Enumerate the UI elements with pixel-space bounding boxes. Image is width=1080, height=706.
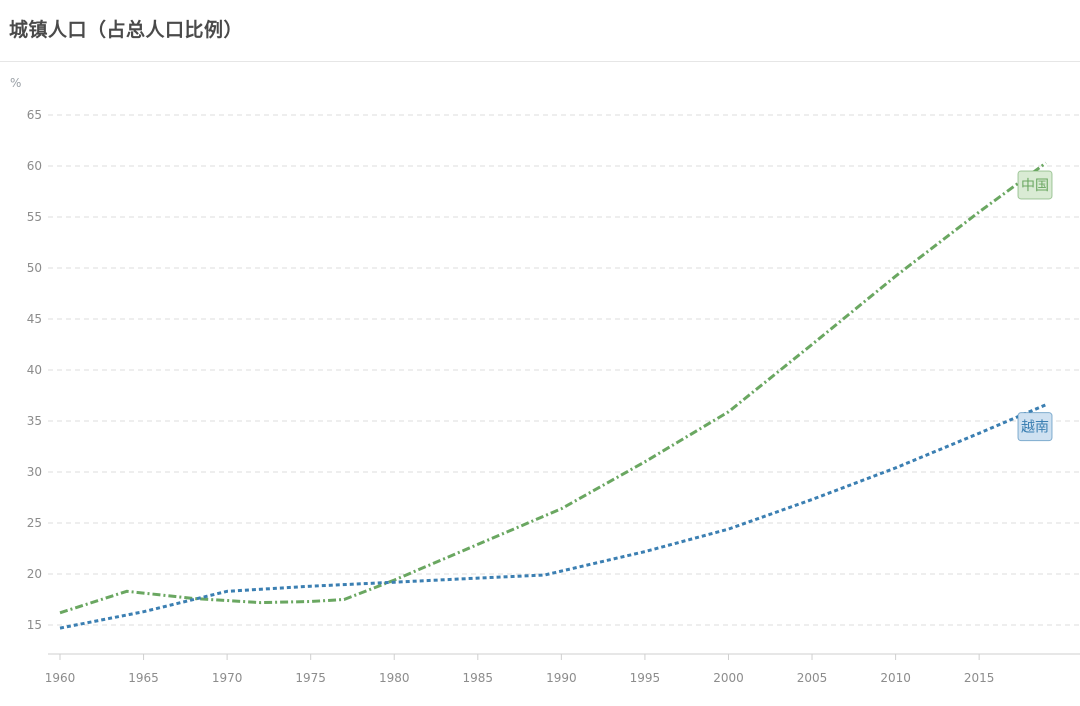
series-label-0: 中国: [1017, 170, 1053, 200]
chart-header: 城镇人口（占总人口比例）: [0, 0, 1080, 62]
y-tick-label: 20: [27, 567, 42, 581]
y-tick-label: 60: [27, 159, 42, 173]
y-tick-label: 45: [27, 312, 42, 326]
x-axis: 1960 1965 1970 1975 1980 1985 1990 1995 2000 2005…: [45, 653, 1080, 685]
series-line-0: [59, 161, 1047, 615]
y-tick-label: 65: [27, 108, 42, 122]
x-tick-label: 2005: [797, 671, 828, 685]
y-tick-label: 50: [27, 261, 42, 275]
y-tick-label: 30: [27, 465, 42, 479]
x-tick-label: 2015: [964, 671, 995, 685]
x-tick-label: 1980: [379, 671, 410, 685]
series-lines: [59, 161, 1047, 630]
y-axis-ticks: 15 20 25 30 35 40 45 50 55 60 65: [27, 108, 42, 632]
chart-area: % 15 20 25 30 35 40 45 50 55 60 65 1960 1965 1970 197…: [0, 62, 1080, 702]
x-tick-label: 1970: [212, 671, 243, 685]
x-tick-label: 1990: [546, 671, 577, 685]
x-tick-label: 1960: [45, 671, 76, 685]
y-tick-label: 35: [27, 414, 42, 428]
x-tick-label: 1985: [463, 671, 494, 685]
series-label-text: 越南: [1021, 420, 1049, 436]
y-axis-unit-label: %: [10, 76, 21, 90]
x-tick-label: 2000: [713, 671, 744, 685]
x-tick-label: 1975: [295, 671, 326, 685]
y-tick-label: 55: [27, 210, 42, 224]
series-label-box: [1017, 412, 1053, 442]
x-tick-label: 1995: [630, 671, 661, 685]
series-line-1: [59, 403, 1047, 630]
line-chart: % 15 20 25 30 35 40 45 50 55 60 65 1960 1965 1970 197…: [10, 76, 1080, 685]
y-tick-label: 15: [27, 618, 42, 632]
x-tick-label: 1965: [128, 671, 159, 685]
x-tick-label: 2010: [880, 671, 911, 685]
series-label-1: 越南: [1017, 412, 1053, 442]
series-label-text: 中国: [1021, 178, 1049, 194]
y-tick-label: 40: [27, 363, 42, 377]
y-tick-label: 25: [27, 516, 42, 530]
series-label-box: [1017, 170, 1053, 200]
chart-title: 城镇人口（占总人口比例）: [9, 19, 244, 41]
grid-lines: [48, 114, 1080, 626]
